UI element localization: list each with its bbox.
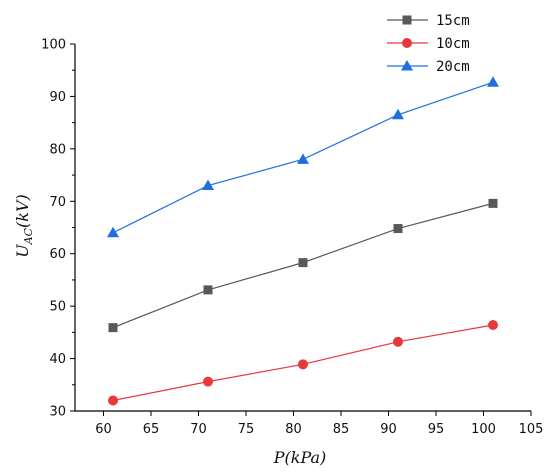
legend-item: 10cm bbox=[387, 36, 470, 52]
x-tick-label: 85 bbox=[333, 422, 350, 437]
axis-frame bbox=[74, 44, 531, 412]
x-tick-label: 90 bbox=[380, 422, 397, 437]
legend-item: 15cm bbox=[387, 13, 470, 29]
x-axis-ticks: 60 65 70 75 80 85 90 95 100 105 bbox=[95, 411, 543, 437]
data-point bbox=[488, 198, 498, 208]
y-axis-title-main: U bbox=[13, 244, 32, 258]
data-point bbox=[487, 76, 499, 87]
data-point bbox=[107, 226, 119, 238]
data-point bbox=[393, 224, 403, 234]
series-15cm bbox=[108, 198, 498, 333]
y-tick-label: 70 bbox=[49, 195, 66, 210]
y-tick-label: 30 bbox=[49, 405, 66, 420]
axes bbox=[74, 44, 531, 412]
x-tick-label: 100 bbox=[471, 422, 496, 437]
y-axis-title-rest: (kV) bbox=[13, 194, 32, 228]
data-point bbox=[203, 376, 213, 387]
legend-label: 10cm bbox=[436, 36, 470, 52]
data-point bbox=[488, 320, 498, 331]
legend-item: 20cm bbox=[387, 59, 470, 75]
y-tick-label: 50 bbox=[49, 300, 66, 315]
x-axis-title: P(kPa) bbox=[273, 448, 327, 467]
data-point bbox=[393, 336, 403, 347]
data-point bbox=[108, 395, 118, 406]
y-tick-label: 60 bbox=[49, 247, 66, 262]
data-point bbox=[108, 323, 118, 333]
data-point bbox=[203, 285, 213, 295]
x-tick-label: 95 bbox=[428, 422, 445, 437]
data-point bbox=[297, 153, 309, 164]
x-axis-title-main: P bbox=[273, 448, 285, 467]
series-10cm bbox=[108, 320, 498, 406]
data-point bbox=[202, 179, 214, 191]
x-axis-title-rest: (kPa) bbox=[285, 448, 327, 467]
y-axis-title-sub: AC bbox=[22, 227, 35, 245]
data-point bbox=[298, 359, 308, 370]
y-tick-label: 80 bbox=[49, 142, 66, 157]
y-axis-ticks: 30 40 50 60 70 80 90 100 bbox=[41, 38, 75, 420]
x-tick-label: 70 bbox=[190, 422, 207, 437]
x-tick-label: 80 bbox=[285, 422, 302, 437]
x-tick-label: 60 bbox=[95, 422, 112, 437]
series-20cm bbox=[107, 76, 499, 238]
x-tick-label: 105 bbox=[519, 422, 544, 437]
y-axis-title: UAC(kV) bbox=[13, 194, 35, 258]
y-tick-label: 90 bbox=[49, 90, 66, 105]
y-tick-label: 40 bbox=[49, 352, 66, 367]
legend: 15cm 10cm 20cm bbox=[387, 13, 470, 75]
x-tick-label: 65 bbox=[143, 422, 160, 437]
legend-marker bbox=[402, 15, 412, 25]
legend-label: 15cm bbox=[436, 13, 470, 29]
series-group bbox=[107, 76, 499, 406]
legend-label: 20cm bbox=[436, 59, 470, 75]
data-point bbox=[392, 108, 404, 120]
y-tick-label: 100 bbox=[41, 38, 66, 53]
x-tick-label: 75 bbox=[238, 422, 255, 437]
legend-marker bbox=[402, 38, 412, 48]
data-point bbox=[298, 258, 308, 268]
legend-marker bbox=[401, 60, 413, 71]
